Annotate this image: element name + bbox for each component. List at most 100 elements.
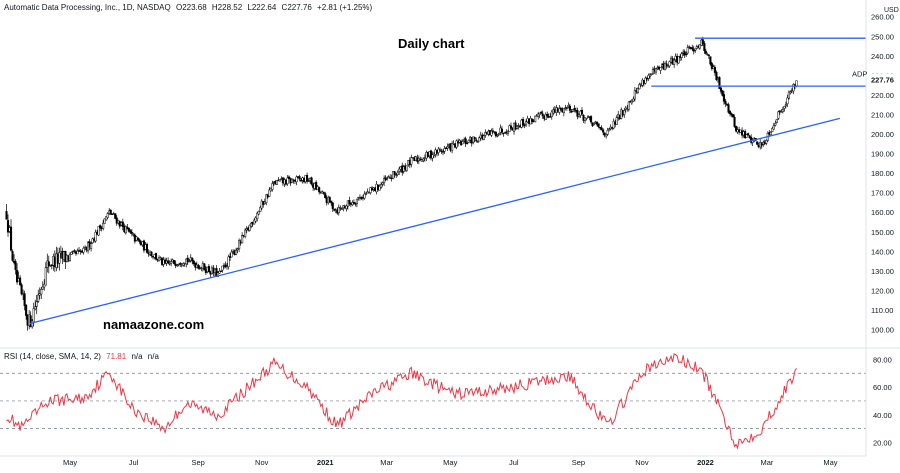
candle-body [295,176,298,183]
candle [265,194,268,206]
last-price-tag [868,73,900,86]
candle [515,125,519,130]
candle-body [176,264,179,267]
candle [461,139,464,145]
candle [600,125,603,131]
candle-body [310,177,313,185]
candle [523,123,526,129]
candle-body [77,249,81,252]
candle-body [647,75,650,79]
candle [792,83,795,95]
candle [158,255,161,262]
candle-body [467,140,470,143]
candle [559,106,562,111]
candle [25,304,28,320]
candle-body [630,100,633,104]
candle [443,145,446,154]
candle-body [192,260,195,264]
candle-body [747,133,750,136]
candle-body [644,77,647,84]
candle [615,115,618,125]
candle-body [127,227,130,232]
candle-body [278,179,281,182]
candle [774,120,777,127]
time-tick-label: 2022 [697,458,714,467]
candle-body [680,53,683,58]
candle-body [562,108,565,114]
candle-body [750,136,753,143]
candle-body [606,130,609,135]
candle [35,294,38,315]
candle [392,171,395,180]
candle-body [593,123,596,125]
candle [20,282,23,296]
candle [473,136,476,143]
candle [444,146,448,150]
candle [455,139,458,150]
candle [369,186,372,195]
candle [476,140,479,143]
candle [253,218,256,225]
candle [441,149,445,156]
candle [580,107,584,116]
candle [698,44,701,51]
candle [721,89,724,97]
candle [23,290,26,311]
ohlc-low: L222.64 [247,3,277,12]
candle [307,178,310,182]
candle [540,110,543,114]
candle [364,191,368,196]
candle-body [777,111,780,119]
candle-body [203,263,206,271]
candle-body [330,200,333,204]
candle-body [515,126,519,129]
candle [664,61,667,71]
candle [11,249,14,262]
candle-body [158,257,161,262]
candle [121,218,124,231]
candle-body [565,107,568,109]
candle-body [731,114,735,118]
candle-body [585,117,588,120]
candle [750,134,753,145]
candle [602,128,605,136]
candle-body [600,127,603,130]
candle-body [43,283,46,288]
price-tick-label: 150.00 [871,228,894,237]
candle [562,108,565,117]
candle-body [715,71,718,80]
candle-body [701,39,704,45]
candle [576,107,579,120]
candle-body [632,98,635,102]
price-tick-label: 180.00 [871,169,894,178]
candle [709,56,712,66]
candle [114,213,117,220]
candle-body [541,113,544,117]
candle [5,204,8,220]
candle-body [568,105,571,111]
candle [633,86,636,102]
candle [68,252,71,262]
candle-body [11,251,14,261]
candle [218,267,221,275]
candle-body [722,94,726,102]
price-tick-label: 170.00 [871,189,894,198]
candle-body [315,181,318,190]
candle-body [328,197,331,203]
candle-body [602,129,605,133]
candle [238,238,241,253]
candle-body [352,201,355,204]
candle [589,115,593,124]
candle [109,209,112,215]
candle-body [94,231,97,242]
candle [102,219,105,231]
candle [129,229,132,235]
candle-body [97,226,100,236]
candle-body [577,114,581,117]
candle [170,258,173,267]
candle-body [490,130,493,136]
candle [342,205,345,212]
candle [244,228,247,239]
time-tick-label: Nov [255,458,269,467]
candle-body [265,194,268,203]
